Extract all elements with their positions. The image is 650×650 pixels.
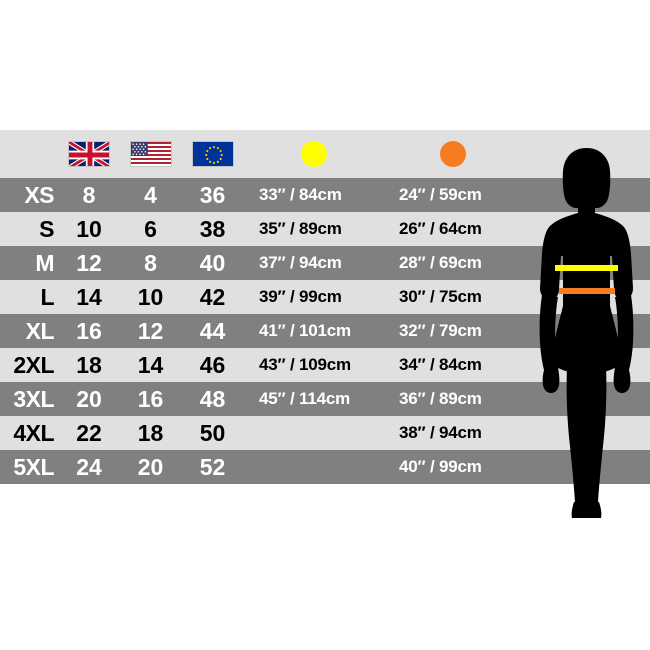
cell-bust: 35″ / 89cm [245,212,382,246]
table-row: XL 16 12 44 41″ / 101cm 32″ / 79cm [0,314,520,348]
cell-size: L [0,280,57,314]
cell-us: 8 [121,246,180,280]
cell-bust: 33″ / 84cm [245,178,382,212]
cell-eu: 48 [183,382,242,416]
bust-measure-line [555,265,618,271]
cell-eu: 36 [183,178,242,212]
waist-measure-line [559,288,615,294]
cell-bust [245,416,382,450]
cell-eu: 38 [183,212,242,246]
cell-us: 20 [121,450,180,484]
cell-waist: 32″ / 79cm [385,314,520,348]
cell-uk: 10 [60,212,118,246]
female-silhouette-figure [523,130,650,530]
cell-eu: 50 [183,416,242,450]
cell-eu: 40 [183,246,242,280]
cell-eu: 52 [183,450,242,484]
cell-us: 14 [121,348,180,382]
table-row: 4XL 22 18 50 38″ / 94cm [0,416,520,450]
cell-size: M [0,246,57,280]
header-us-cell [121,130,180,178]
cell-bust [245,450,382,484]
cell-bust: 41″ / 101cm [245,314,382,348]
table-row: S 10 6 38 35″ / 89cm 26″ / 64cm [0,212,520,246]
header-eu-cell [183,130,242,178]
table-row: 5XL 24 20 52 40″ / 99cm [0,450,520,484]
cell-eu: 46 [183,348,242,382]
cell-size: 3XL [0,382,57,416]
cell-uk: 24 [60,450,118,484]
cell-waist: 38″ / 94cm [385,416,520,450]
cell-waist: 30″ / 75cm [385,280,520,314]
cell-size: 4XL [0,416,57,450]
us-flag-icon [129,141,172,167]
table-header [0,130,650,178]
cell-uk: 16 [60,314,118,348]
cell-eu: 42 [183,280,242,314]
table-row: M 12 8 40 37″ / 94cm 28″ / 69cm [0,246,520,280]
header-waist-cell [385,130,520,178]
uk-flag-icon [68,141,110,167]
cell-waist: 28″ / 69cm [385,246,520,280]
cell-waist: 36″ / 89cm [385,382,520,416]
cell-size: 5XL [0,450,57,484]
table-row: 3XL 20 16 48 45″ / 114cm 36″ / 89cm [0,382,520,416]
cell-bust: 37″ / 94cm [245,246,382,280]
cell-waist: 34″ / 84cm [385,348,520,382]
cell-us: 4 [121,178,180,212]
cell-uk: 14 [60,280,118,314]
cell-size: XS [0,178,57,212]
cell-uk: 20 [60,382,118,416]
cell-us: 16 [121,382,180,416]
cell-waist: 40″ / 99cm [385,450,520,484]
cell-bust: 39″ / 99cm [245,280,382,314]
cell-us: 18 [121,416,180,450]
yellow-dot-icon [300,141,327,167]
table-row: L 14 10 42 39″ / 99cm 30″ / 75cm [0,280,520,314]
eu-flag-icon [191,141,234,167]
cell-us: 12 [121,314,180,348]
silhouette-body [539,148,634,518]
cell-bust: 43″ / 109cm [245,348,382,382]
header-bust-cell [245,130,382,178]
cell-uk: 22 [60,416,118,450]
orange-dot-icon [439,141,466,167]
cell-waist: 26″ / 64cm [385,212,520,246]
cell-eu: 44 [183,314,242,348]
table-row: 2XL 18 14 46 43″ / 109cm 34″ / 84cm [0,348,520,382]
table-row: XS 8 4 36 33″ / 84cm 24″ / 59cm [0,178,520,212]
cell-bust: 45″ / 114cm [245,382,382,416]
cell-uk: 18 [60,348,118,382]
cell-us: 6 [121,212,180,246]
cell-size: 2XL [0,348,57,382]
size-table: XS 8 4 36 33″ / 84cm 24″ / 59cm S 10 6 38 35″ / 89… [0,130,650,484]
cell-size: XL [0,314,57,348]
cell-us: 10 [121,280,180,314]
cell-uk: 8 [60,178,118,212]
header-size-cell [0,130,57,178]
cell-waist: 24″ / 59cm [385,178,520,212]
cell-size: S [0,212,57,246]
cell-uk: 12 [60,246,118,280]
header-uk-cell [60,130,118,178]
